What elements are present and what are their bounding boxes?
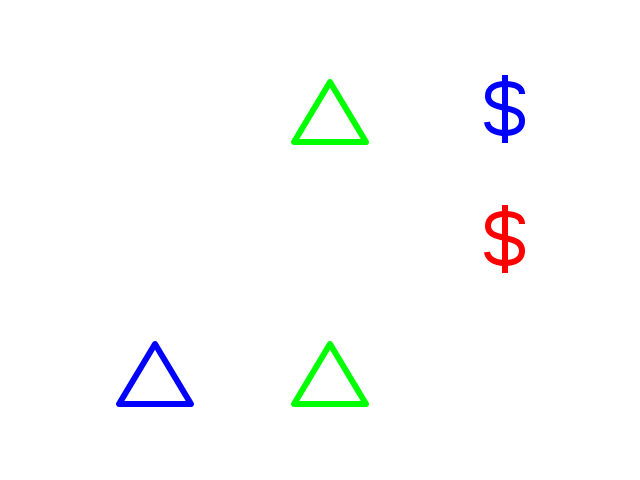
dollar-sign-icon [460,65,550,155]
triangle-icon [285,65,375,155]
triangle-icon [285,327,375,417]
triangle-icon [110,327,200,417]
dollar-sign-icon [460,195,550,285]
